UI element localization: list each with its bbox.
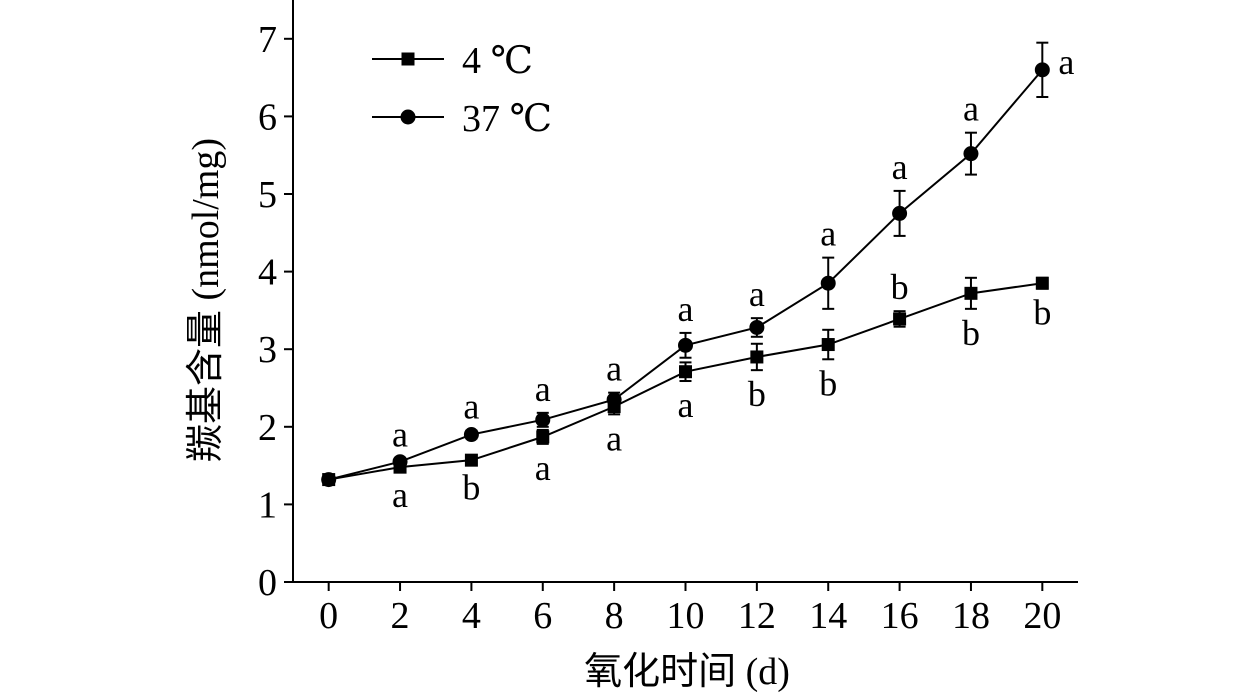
data-point [536,430,550,444]
y-axis-label: 羰基含量 (nmol/mg) [185,138,227,462]
significance-label: b [962,313,980,353]
legend: 4 ℃ 37 ℃ [372,40,552,140]
legend-label: 37 ℃ [462,98,552,140]
y-tick-label: 2 [258,407,277,449]
x-tick-label: 4 [462,595,481,637]
data-point [606,392,622,408]
significance-label: b [748,374,766,414]
data-point [678,337,693,353]
x-tick-label: 14 [809,595,847,637]
x-tick-label: 20 [1023,595,1061,637]
data-point [321,472,337,488]
data-point [821,338,835,352]
y-tick-label: 7 [258,19,277,61]
x-tick-label: 6 [533,595,552,637]
y-tick-label: 5 [258,174,277,216]
significance-label: a [392,415,408,455]
y-tick-label: 1 [258,484,277,526]
significance-label: a [678,385,694,425]
data-point [1034,62,1050,78]
significance-label: a [678,289,694,329]
significance-label: b [1033,293,1051,333]
significance-label: a [463,387,479,427]
data-point [750,350,764,364]
data-point [820,275,836,291]
significance-label: a [892,147,908,187]
x-tick-label: 18 [952,595,990,637]
x-tick-label: 12 [738,595,776,637]
significance-label: a [963,89,979,129]
y-tick-label: 3 [258,329,277,371]
y-tick-label: 6 [258,96,277,138]
significance-label: a [606,349,622,389]
significance-label: b [891,267,909,307]
significance-label: a [749,274,765,314]
data-point [964,286,978,300]
data-point [892,205,908,221]
legend-marker [400,109,416,125]
legend-label: 4 ℃ [462,40,533,82]
x-axis-label: 氧化时间 (d) [584,651,790,693]
significance-label: b [819,363,837,403]
significance-label: a [606,418,622,458]
data-point [893,312,907,326]
y-tick-label: 0 [258,562,277,604]
x-tick-label: 16 [881,595,919,637]
data-point [392,454,408,470]
data-point [535,412,551,428]
significance-label: a [820,214,836,254]
significance-label: b [462,467,480,507]
data-point [963,146,979,162]
data-point [1035,276,1049,290]
x-tick-label: 10 [667,595,705,637]
x-tick-label: 8 [605,595,624,637]
data-point [749,319,765,335]
x-tick-label: 2 [391,595,410,637]
y-tick-label: 4 [258,252,277,294]
significance-label: a [1058,42,1074,82]
significance-label: a [535,448,551,488]
data-point [464,453,478,467]
legend-marker [401,52,415,66]
significance-label: a [392,475,408,515]
x-tick-label: 0 [319,595,338,637]
significance-label: a [535,369,551,409]
data-point [679,365,692,379]
data-point [463,427,479,443]
